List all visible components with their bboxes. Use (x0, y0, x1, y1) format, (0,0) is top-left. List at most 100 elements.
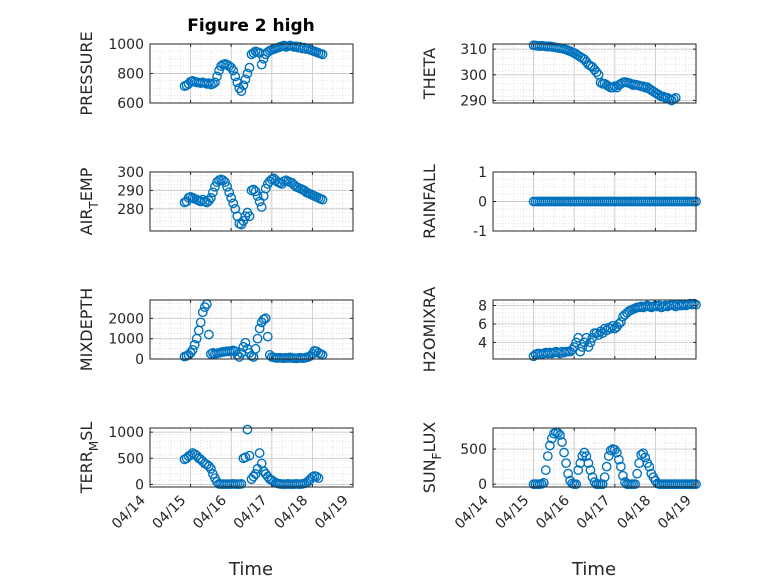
panel-4-data-point (260, 313, 271, 324)
panel-7-x-tick-label: 04/14 (452, 492, 492, 532)
panel-7-data-point (618, 470, 628, 481)
panel-7-data-point (585, 465, 596, 476)
x-axis-label-left: Time (228, 559, 273, 580)
panel-7-data-point (561, 458, 571, 469)
panel-2-data-point (252, 191, 263, 201)
panel-3-y-tick-label: -1 (473, 224, 487, 240)
panel-4-data-point (240, 337, 251, 348)
panel-7-data-point (553, 428, 563, 438)
panel-5-data-point (585, 337, 596, 348)
panel-7-data-point (549, 428, 559, 439)
panel-7-y-tick-label: 500 (460, 442, 487, 458)
panel-7-data-point (597, 479, 608, 490)
panel-7-data-point (559, 447, 569, 458)
panel-5-data-point (583, 342, 594, 352)
panel-2-data-point (203, 195, 214, 206)
panel-7-data-point (581, 451, 592, 461)
panel-4-data-point (197, 307, 208, 318)
panel-4-data-point (250, 343, 261, 354)
panel-6-x-tick-label: 04/14 (109, 492, 149, 532)
panel-6-x-tick-label: 04/17 (231, 493, 271, 533)
panel-5-y-tick-label: 4 (478, 335, 487, 351)
panel-6-data-point (203, 461, 214, 472)
panel-6-data-point (254, 448, 265, 458)
panel-7-x-tick-label: 04/15 (493, 493, 533, 533)
panel-5-data-point (607, 320, 618, 331)
panel-7-axes-box (492, 427, 697, 488)
panel-5-data-point (577, 342, 588, 352)
panel-7-data-point (640, 452, 651, 463)
panel-0-data-point (203, 78, 214, 88)
panel-7-x-tick-label: 04/19 (655, 493, 695, 533)
panel-6-y-tick-label: 500 (117, 451, 144, 467)
panel-1-y-tick-label: 300 (460, 68, 487, 84)
panel-6-data-point (244, 450, 255, 461)
panel-1-data-point (607, 82, 618, 93)
panel-4-data-point (262, 331, 273, 342)
panel-7-data-point (632, 468, 643, 479)
panel-6-data-point (248, 471, 259, 482)
panel-0-data-point (228, 65, 239, 76)
panel-0-data-point (238, 80, 249, 91)
panel-5-data-point (575, 346, 586, 357)
panel-4-y-axis-label: MIXDEPTH (77, 288, 96, 371)
panel-6-data-point (185, 450, 196, 461)
panel-7-data-point (573, 465, 584, 476)
panel-0-data-point (242, 68, 253, 79)
panel-0-data-point (240, 74, 251, 85)
panel-4-data-point (195, 317, 206, 328)
panel-7-data-point (603, 451, 614, 461)
panel-7-data-point (544, 440, 555, 451)
panel-2-data-point (317, 194, 328, 205)
panel-5-y-tick-label: 6 (478, 317, 487, 333)
panel-1-y-axis-label: THETA (420, 48, 439, 100)
panel-0-data-point (232, 77, 243, 88)
panel-7-data-point (555, 430, 565, 440)
panel-0-y-tick-label: 600 (117, 96, 144, 112)
panel-7-data-point (599, 472, 610, 483)
panel-2-data-point (208, 187, 218, 198)
panel-1-data-point (591, 67, 602, 78)
panel-2-y-tick-label: 300 (117, 165, 144, 181)
panel-5-axes-box (492, 299, 697, 360)
panel-4-data-point (252, 333, 263, 344)
panel-6-axes-box (149, 427, 354, 488)
panel-4-axes-box (149, 299, 354, 360)
panel-3-y-axis-label: RAINFALL (420, 164, 439, 239)
panel-0-data-point (256, 59, 267, 70)
panel-4-y-tick-label: 0 (135, 352, 144, 368)
panel-7-data-point (613, 454, 624, 465)
panel-7-data-point (611, 447, 622, 458)
panel-0-data-point (299, 42, 310, 53)
panel-2-y-tick-label: 280 (117, 202, 144, 218)
panel-1-y-tick-label: 310 (460, 42, 487, 58)
panel-6-data-point (205, 463, 216, 474)
panel-7-data-point (601, 461, 612, 472)
panel-0-data-point (212, 71, 222, 82)
panel-2-y-tick-label: 290 (117, 183, 144, 199)
panel-4-data-point (189, 339, 200, 350)
panel-2-data-point (222, 181, 233, 192)
panel-1-axes-box (492, 43, 697, 104)
panel-5-y-axis-label: H2OMIXRA (420, 287, 439, 373)
panel-5-data-point (605, 323, 616, 334)
panel-2-data-point (220, 177, 231, 188)
panel-0-y-tick-label: 1000 (108, 37, 144, 53)
panel-0-data-point (248, 47, 259, 58)
panel-7-data-point (563, 468, 574, 479)
panel-2-data-point (228, 198, 239, 209)
panel-5-y-tick-label: 8 (478, 299, 487, 315)
panel-2-data-point (260, 183, 271, 194)
panel-4-data-point (203, 329, 214, 340)
panel-2-data-point (238, 215, 249, 226)
panel-5-data-point (615, 317, 626, 328)
panel-0-data-point (317, 49, 328, 60)
panel-7-data-point (557, 437, 567, 447)
panel-7-data-point (630, 479, 640, 490)
panel-7-data-point (583, 458, 594, 469)
panel-4-data-point (187, 344, 198, 355)
x-axis-label-right: Time (571, 559, 616, 580)
panel-2-axes-box (149, 171, 354, 232)
panel-7-x-tick-label: 04/16 (533, 492, 573, 532)
panel-2-data-point (244, 211, 255, 222)
